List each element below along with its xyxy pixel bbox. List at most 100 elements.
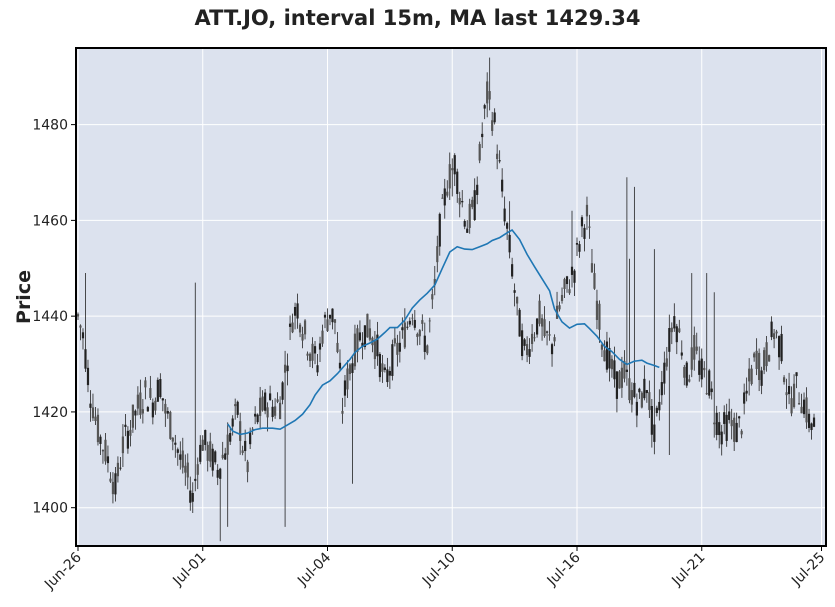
candle-body <box>124 424 127 427</box>
candle-body <box>456 171 459 194</box>
candle-body <box>241 450 244 453</box>
candle-body <box>535 318 539 335</box>
candle-body <box>293 306 297 316</box>
candle-body <box>219 468 222 479</box>
candle-body <box>525 344 529 356</box>
candle-body <box>630 390 633 405</box>
x-tick-label: Jun-26 <box>41 549 85 593</box>
candle-body <box>426 345 429 354</box>
candle-body <box>625 369 628 372</box>
plot-frame <box>75 47 827 547</box>
candle-body <box>86 367 90 386</box>
candle-body <box>750 368 753 385</box>
candle-body <box>99 436 102 444</box>
candle-body <box>540 318 544 327</box>
candle-body <box>690 347 693 370</box>
candle-body <box>476 184 479 195</box>
candle-body <box>406 326 409 328</box>
candle-body <box>331 308 334 323</box>
candle-body <box>568 289 571 294</box>
candle-body <box>565 276 569 285</box>
candle-body <box>378 353 381 378</box>
candle-body <box>316 365 319 373</box>
candle-body <box>251 428 254 430</box>
candle-body <box>171 437 174 442</box>
candle-body <box>351 363 354 373</box>
y-tick-label: 1440 <box>32 309 68 325</box>
candle-body <box>713 422 716 425</box>
candle-body <box>111 481 115 495</box>
candle-body <box>665 358 668 367</box>
candle-body <box>321 330 324 344</box>
candle-body <box>790 398 793 414</box>
candle-body <box>763 350 766 371</box>
candle-body <box>598 303 601 330</box>
candle-body <box>488 91 491 100</box>
candle-body <box>708 370 711 396</box>
candle-body <box>496 153 499 160</box>
candle-body <box>807 413 811 428</box>
candle-body <box>812 417 816 427</box>
candle-body <box>633 382 636 398</box>
candle-body <box>483 105 486 109</box>
candle-body <box>104 439 107 462</box>
candle-body <box>278 402 282 420</box>
candle-body <box>398 342 401 352</box>
candle-body <box>141 409 144 414</box>
candle-body <box>603 350 606 362</box>
candle-body <box>313 346 317 354</box>
candle-body <box>693 335 696 360</box>
candle-body <box>363 325 367 348</box>
candle-body <box>441 197 444 199</box>
candle-body <box>685 362 688 386</box>
candle-body <box>628 378 631 401</box>
candle-body <box>411 317 414 319</box>
y-axis-ticks: 1400 1420 1440 1460 1480 <box>32 118 76 517</box>
candle-body <box>109 478 112 482</box>
candle-body <box>670 327 673 333</box>
candle-body <box>640 392 643 408</box>
candle-body <box>725 414 728 441</box>
candle-body <box>458 198 461 205</box>
candle-body <box>101 450 105 452</box>
candle-body <box>156 379 159 402</box>
candle-body <box>491 120 494 131</box>
candle-body <box>338 362 342 369</box>
candle-body <box>174 442 177 445</box>
candle-body <box>204 430 207 445</box>
candles <box>76 57 816 542</box>
candle-body <box>438 213 441 247</box>
candle-body <box>303 320 307 335</box>
candle-body <box>680 352 683 356</box>
chart-title: ATT.JO, interval 15m, MA last 1429.34 <box>194 6 641 30</box>
candle-body <box>249 432 252 445</box>
candle-body <box>466 228 469 233</box>
candle-body <box>720 431 723 445</box>
candle-body <box>498 160 501 162</box>
candle-body <box>231 418 234 427</box>
x-axis-ticks: Jun-26 Jul-01 Jul-04 Jul-10 Jul-16 Jul-21 Jul-… <box>41 546 828 593</box>
candle-body <box>318 343 322 350</box>
candle-body <box>358 332 362 341</box>
candle-body <box>618 371 621 389</box>
candle-body <box>508 234 511 253</box>
candle-body <box>428 320 431 322</box>
candle-body <box>296 303 299 319</box>
candle-body <box>787 386 791 395</box>
candle-body <box>291 322 294 333</box>
candle-body <box>144 380 147 388</box>
candle-body <box>650 405 653 435</box>
candle-body <box>288 323 292 327</box>
candle-body <box>214 451 217 463</box>
candle-body <box>448 164 451 189</box>
candle-body <box>136 394 139 409</box>
candle-body <box>595 300 599 320</box>
candle-body <box>388 370 391 376</box>
candle-body <box>443 188 446 206</box>
candle-body <box>391 344 394 376</box>
candle-body <box>797 403 801 405</box>
candle-body <box>698 360 701 375</box>
candle-body <box>782 377 786 383</box>
x-tick-label: Jul-25 <box>788 550 828 590</box>
